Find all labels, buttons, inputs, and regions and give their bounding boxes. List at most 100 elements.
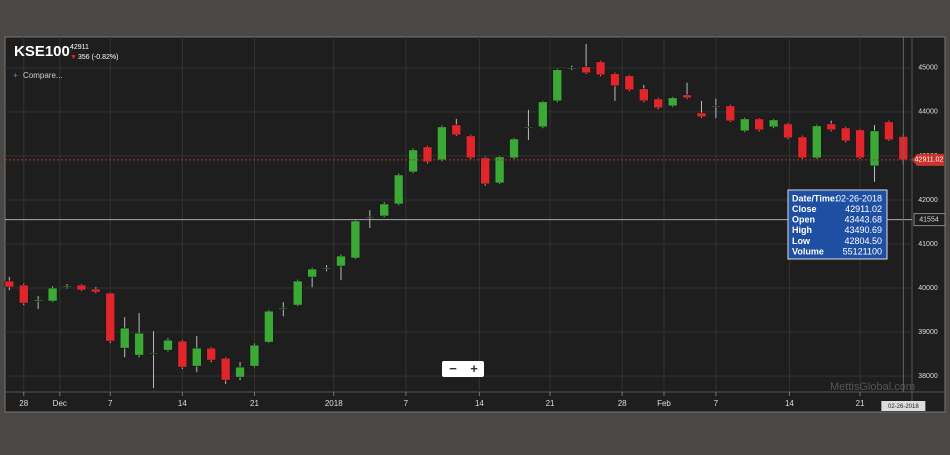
candle-body [249, 344, 260, 367]
candle-body [812, 125, 822, 159]
candle-body [466, 135, 476, 159]
y-tick-label: 42000 [918, 197, 938, 204]
x-tick-label: 21 [856, 399, 865, 408]
last-price-tag [912, 153, 944, 166]
tooltip-key: High [792, 225, 812, 235]
x-tick-label: 7 [714, 399, 719, 408]
candles [4, 43, 909, 389]
tooltip-key: Low [792, 236, 811, 246]
crosshair-tag [913, 213, 946, 227]
candle-body [682, 94, 692, 99]
candle-body [869, 130, 880, 167]
candle-body [278, 307, 289, 310]
candle-body [624, 75, 635, 91]
candle-body [422, 146, 433, 163]
crosshair-date: 02-26-2018 [888, 404, 919, 410]
candle-body [884, 121, 894, 141]
watermark: MettisGlobal.com [830, 381, 915, 393]
candle-body [840, 127, 851, 142]
candle-body [4, 280, 15, 288]
tooltip-value: 55121100 [843, 246, 882, 256]
candle-body [509, 138, 519, 159]
candle-body [855, 129, 865, 159]
tooltip-value: 42911.02 [845, 204, 882, 214]
y-tick-label: 40000 [918, 285, 938, 292]
x-tick-label: 21 [250, 399, 259, 408]
candle-body [62, 285, 72, 288]
candle-body [177, 340, 188, 368]
zoom-out[interactable]: − [449, 361, 457, 376]
tooltip-key: Volume [792, 246, 824, 256]
candle-body [134, 332, 144, 356]
candle-body [538, 101, 548, 128]
tooltip-value: 43490.69 [844, 225, 882, 235]
y-tick-label: 41000 [918, 241, 938, 248]
candle-body [91, 288, 101, 293]
candle-body [264, 310, 274, 343]
candle-body [148, 352, 159, 355]
candle-body [235, 366, 245, 378]
last-value: 42911 [70, 44, 89, 51]
x-tick-label: 28 [618, 399, 627, 408]
x-tick-label: 2018 [325, 399, 343, 408]
y-tick-label: 38000 [918, 373, 938, 380]
candle-body [105, 292, 115, 342]
candle-body [437, 126, 447, 161]
candle-body [595, 61, 606, 76]
compare-plus[interactable]: + [13, 70, 18, 80]
x-tick-label: 14 [785, 399, 794, 408]
candle-body [307, 268, 317, 278]
candle-body [163, 339, 173, 351]
x-tick-label: 7 [404, 399, 409, 408]
crosshair-date-tag [881, 401, 926, 411]
y-tick-label: 45000 [918, 65, 938, 72]
candle-body [480, 157, 490, 185]
candle-body [826, 123, 836, 131]
tooltip-key: Close [792, 204, 817, 214]
candle-body [365, 216, 375, 219]
x-tick-label: 21 [546, 399, 555, 408]
compare-button[interactable]: Compare... [23, 71, 63, 80]
tooltip: Date/Time:02-26-2018 Close 42911.02 Open 434… [787, 189, 888, 260]
tooltip-value: 42804.50 [844, 236, 882, 246]
candle-body [610, 73, 620, 87]
candle-body [494, 156, 505, 184]
candle-body [206, 347, 216, 361]
change: 356 (-0.82%) [78, 54, 118, 61]
candle-body [581, 66, 591, 74]
tooltip-value: 02-26-2018 [836, 193, 882, 203]
candle-body [696, 112, 707, 118]
candle-body [711, 105, 721, 108]
candle-body [523, 126, 534, 129]
candle-body [408, 149, 418, 173]
last-price-label: 42911.02 [915, 157, 944, 164]
crosshair-label: 41554 [919, 216, 939, 223]
candle-body [19, 284, 29, 304]
tooltip-box [787, 189, 888, 260]
tooltip-key: Date/Time: [792, 193, 838, 203]
candle-body [192, 347, 202, 367]
candle-body [754, 118, 764, 131]
x-tick-label: 14 [178, 399, 187, 408]
candle-body [321, 267, 332, 270]
candle-body [33, 299, 43, 302]
candle-body [653, 98, 663, 109]
candle-body [566, 67, 577, 70]
candle-body [639, 88, 649, 102]
candle-body [220, 357, 231, 381]
candle-body [451, 124, 462, 136]
y-tick-label: 44000 [918, 109, 938, 116]
candle-body [667, 97, 678, 107]
candle-body [76, 284, 87, 291]
candle-body [293, 280, 303, 306]
candle-body [740, 118, 750, 132]
candle-body [393, 174, 404, 205]
x-tick-label: 28 [19, 399, 28, 408]
x-tick-label: Dec [53, 399, 67, 408]
candle-body [768, 119, 779, 128]
x-tick-label: Feb [657, 399, 671, 408]
zoom-in[interactable]: + [470, 361, 478, 376]
candle-body [379, 203, 389, 217]
